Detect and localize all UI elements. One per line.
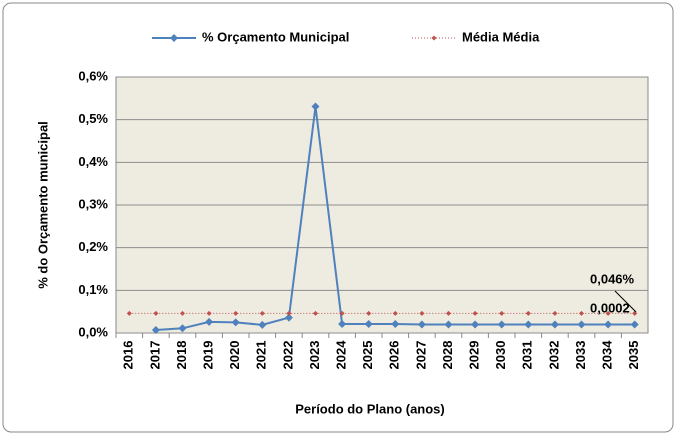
data-point [472, 310, 478, 316]
data-point [577, 320, 586, 329]
data-point [364, 320, 373, 329]
data-point [338, 320, 347, 329]
data-point [391, 320, 400, 329]
data-point [605, 310, 611, 316]
x-tick-label: 2028 [440, 341, 455, 370]
data-point [205, 317, 214, 326]
y-tick-label: 0,5% [78, 111, 108, 126]
data-point [311, 102, 320, 111]
data-point [497, 320, 506, 329]
x-tick-label: 2025 [360, 341, 375, 370]
data-point [284, 313, 293, 322]
data-point [499, 310, 505, 316]
x-tick-label: 2024 [334, 340, 349, 370]
y-tick-label: 0,3% [78, 196, 108, 211]
data-point [313, 310, 318, 316]
annotation: 0,0002 [590, 300, 630, 315]
x-tick-label: 2033 [573, 341, 588, 370]
x-tick-label: 2029 [467, 341, 482, 370]
x-tick-label: 2034 [600, 340, 615, 370]
legend-marker [170, 34, 178, 42]
data-point [392, 310, 398, 316]
data-point [632, 310, 638, 316]
x-tick-label: 2026 [387, 341, 402, 370]
data-point [525, 310, 531, 316]
data-point [471, 320, 480, 329]
data-point [206, 310, 212, 316]
x-tick-label: 2016 [121, 341, 136, 370]
data-point [366, 310, 372, 316]
legend-marker [431, 35, 437, 41]
y-tick-label: 0,6% [78, 68, 108, 83]
data-point [286, 310, 292, 316]
x-tick-label: 2023 [307, 341, 322, 370]
data-point [151, 326, 160, 335]
data-point [524, 320, 533, 329]
x-tick-label: 2018 [174, 341, 189, 370]
data-point [178, 324, 187, 333]
x-tick-label: 2031 [520, 341, 535, 370]
data-point [180, 310, 185, 316]
x-tick-label: 2021 [254, 341, 269, 370]
x-tick-label: 2017 [147, 341, 162, 370]
data-point [233, 310, 239, 316]
data-point [446, 310, 451, 316]
y-tick-label: 0,0% [78, 324, 108, 339]
data-point [419, 310, 425, 316]
y-tick-label: 0,4% [78, 154, 108, 169]
x-tick-label: 2030 [493, 341, 508, 370]
legend-label: % Orçamento Municipal [202, 29, 349, 44]
data-point [126, 310, 132, 316]
x-tick-label: 2019 [201, 341, 216, 370]
data-point [552, 310, 558, 316]
annotation: 0,046% [590, 271, 635, 286]
legend-label: Média Média [462, 29, 540, 44]
x-tick-label: 2022 [280, 341, 295, 370]
data-point [259, 310, 265, 316]
data-point [604, 320, 613, 329]
data-point [417, 320, 426, 329]
data-point [231, 318, 240, 327]
x-tick-label: 2032 [546, 341, 561, 370]
x-tick-label: 2027 [413, 341, 428, 370]
data-point [550, 320, 559, 329]
y-axis-title: % do Orçamento municipal [35, 121, 50, 289]
annotation-leader [614, 290, 637, 313]
data-point [579, 310, 584, 316]
x-tick-label: 2035 [626, 341, 641, 370]
y-tick-label: 0,2% [78, 239, 108, 254]
y-tick-label: 0,1% [78, 282, 108, 297]
data-point [258, 320, 267, 329]
data-point [153, 310, 159, 316]
x-tick-label: 2020 [227, 341, 242, 370]
data-point [444, 320, 453, 329]
data-point [339, 310, 345, 316]
data-point [630, 320, 639, 329]
x-axis-title: Período do Plano (anos) [295, 401, 445, 416]
